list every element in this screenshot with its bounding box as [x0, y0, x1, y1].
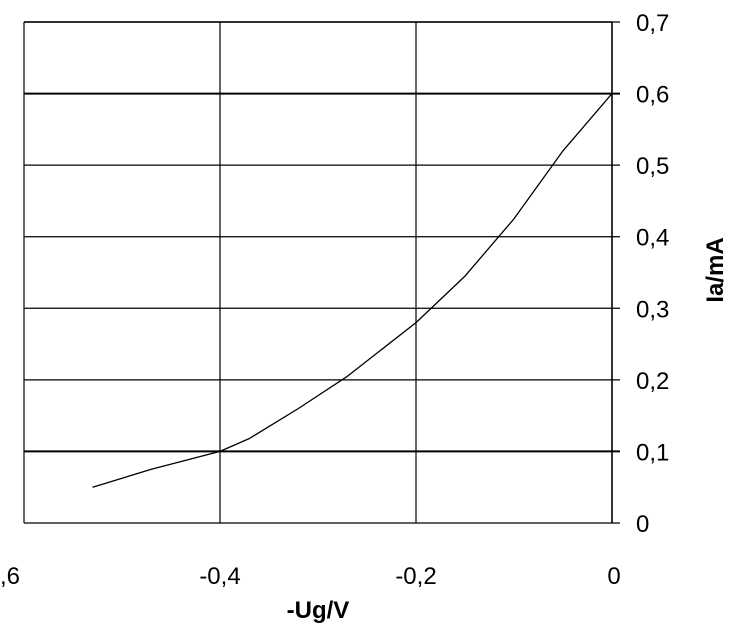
y-tick-label: 0,7 — [636, 10, 669, 37]
series-line — [92, 93, 613, 488]
x-tick-label: -0,2 — [395, 563, 436, 590]
tick-labels: 0 0,1 0,2 0,3 0,4 0,5 0,6 0,7 ,6 -0,4 -0,2 0 — [0, 10, 669, 590]
x-axis-title: -Ug/V — [287, 597, 350, 624]
x-tick-label: -0,4 — [199, 563, 240, 590]
y-tick-label: 0,5 — [636, 153, 669, 180]
y-tick-label: 0,4 — [636, 225, 669, 252]
y-tick-label: 0 — [636, 511, 649, 538]
series-layer — [92, 93, 613, 488]
grid — [23, 21, 620, 524]
axes — [24, 21, 613, 523]
x-tick-label: ,6 — [0, 563, 20, 590]
x-tick-label: 0 — [607, 563, 620, 590]
y-tick-label: 0,6 — [636, 82, 669, 109]
y-tick-label: 0,3 — [636, 296, 669, 323]
y-tick-label: 0,1 — [636, 439, 669, 466]
y-tick-label: 0,2 — [636, 368, 669, 395]
y-axis-title: Ia/mA — [702, 237, 729, 302]
